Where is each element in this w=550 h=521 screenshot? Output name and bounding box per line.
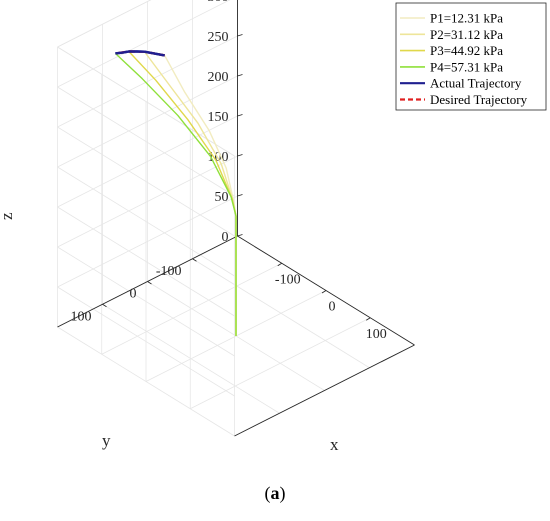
- z-tick-mark: [237, 234, 243, 237]
- grid-line: [102, 303, 280, 414]
- z-tick-label: 300: [208, 0, 229, 5]
- x-tick-mark: [277, 262, 282, 267]
- grid-line: [192, 258, 370, 369]
- z-axis-label: z: [0, 212, 16, 220]
- axes-grid: [57, 0, 415, 437]
- figure-caption: (a): [0, 483, 550, 504]
- y-tick-label: 0: [130, 287, 137, 302]
- y-tick-label: -100: [156, 264, 182, 279]
- actual-trajectory-line: [115, 50, 165, 57]
- y-tick-mark: [102, 303, 107, 308]
- series-line: [114, 52, 237, 336]
- caption-letter: a: [270, 483, 280, 503]
- z-tick-mark: [237, 154, 243, 157]
- legend-entry: P2=31.12 kPa: [430, 27, 503, 42]
- grid-line: [57, 206, 235, 317]
- x-tick-label: -100: [275, 272, 301, 287]
- legend-entry: Actual Trajectory: [430, 76, 522, 91]
- z-tick-mark: [237, 194, 243, 197]
- grid-line: [57, 115, 238, 208]
- grid-line: [57, 246, 235, 357]
- z-tick-mark: [237, 114, 243, 117]
- legend-entry: P3=44.92 kPa: [430, 43, 503, 58]
- y-tick-mark: [147, 281, 152, 285]
- floor-edge: [234, 344, 415, 437]
- z-tick-label: 200: [208, 70, 229, 85]
- x-tick-mark: [321, 290, 327, 294]
- z-tick-label: 50: [215, 190, 229, 205]
- grid-line: [57, 0, 231, 88]
- caption-open: (: [264, 483, 271, 503]
- legend-box: [395, 2, 547, 111]
- grid-line: [57, 155, 238, 248]
- y-axis-label: y: [102, 431, 111, 450]
- y-tick-label: 100: [71, 309, 92, 324]
- legend-entry: P4=57.31 kPa: [430, 59, 503, 74]
- box-edge: [57, 0, 152, 48]
- z-tick-label: 0: [222, 230, 229, 245]
- grid-line: [57, 126, 235, 237]
- box-edge: [57, 46, 235, 157]
- z-tick-label: 250: [208, 30, 229, 45]
- x-tick-label: 100: [366, 327, 387, 342]
- grid-line: [57, 286, 235, 397]
- grid-line: [57, 195, 238, 288]
- y-tick-mark: [192, 258, 197, 262]
- caption-close: ): [279, 483, 286, 503]
- z-tick-label: 150: [208, 110, 229, 125]
- z-tick-mark: [237, 34, 243, 37]
- grid-line: [57, 75, 238, 168]
- plot-series: [114, 50, 237, 336]
- z-tick-mark: [237, 74, 243, 77]
- x-tick-label: 0: [329, 300, 336, 315]
- x-tick-mark: [366, 317, 371, 321]
- legend-entry: Desired Trajectory: [430, 92, 528, 107]
- grid-line: [57, 166, 235, 277]
- x-axis-label: x: [330, 435, 339, 454]
- grid-line: [57, 86, 235, 197]
- grid-line: [57, 35, 238, 128]
- legend-entry: P1=12.31 kPa: [430, 11, 503, 26]
